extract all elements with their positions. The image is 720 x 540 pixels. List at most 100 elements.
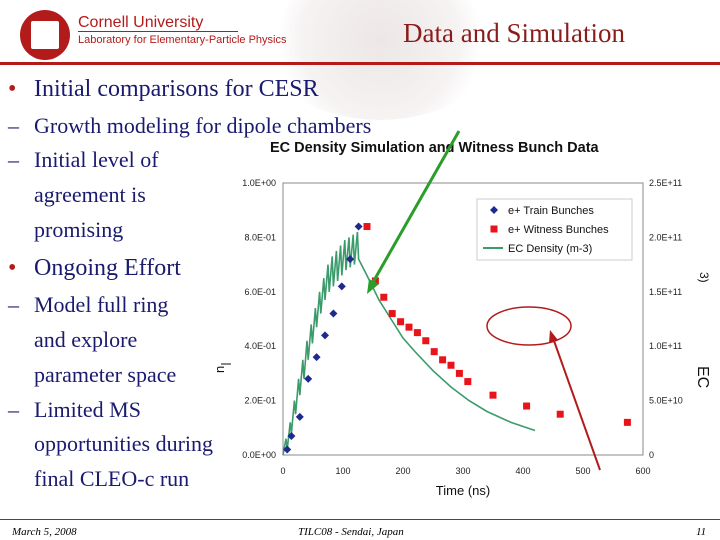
slide-title: Data and Simulation [403, 18, 625, 48]
y2-tick-label: 1.0E+11 [649, 341, 682, 351]
red-arrow-annotation [552, 337, 601, 471]
bullet-1-sub-1: Growth modeling for dipole chambers [34, 113, 372, 138]
witness-point [413, 329, 421, 337]
witness-series [363, 223, 631, 426]
legend-train-label: e+ Train Bunches [508, 205, 594, 217]
witness-point [523, 402, 531, 410]
slide-header: Cornell University Laboratory for Elemen… [0, 0, 720, 120]
y2-tick-label: 0 [649, 450, 654, 460]
footer-venue: TILC08 - Sendai, Japan [298, 526, 404, 538]
page-number: 11 [696, 526, 707, 538]
footer-rule [0, 519, 720, 520]
witness-point [363, 223, 371, 231]
y2-tick-label: 2.5E+11 [649, 178, 682, 188]
witness-point [556, 410, 564, 418]
x-tick-label: 200 [395, 466, 410, 476]
train-point [329, 309, 338, 318]
witness-point [439, 356, 447, 364]
bullet-marker: • [8, 255, 17, 281]
header-divider [0, 62, 720, 65]
y-axis-fragment: n [212, 363, 231, 373]
legend-sim-label: EC Density (m-3) [508, 243, 592, 255]
x-axis-label: Time (ns) [436, 483, 490, 498]
bullet-marker: • [8, 76, 17, 102]
witness-point [371, 277, 379, 285]
train-series [283, 222, 363, 454]
x-tick-label: 400 [515, 466, 530, 476]
dash-marker: – [8, 397, 19, 422]
train-point [304, 374, 313, 383]
witness-point [405, 323, 413, 331]
plot-area [282, 182, 644, 456]
x-tick-label: 0 [280, 466, 285, 476]
y2-axis-fragment-bottom: EC [694, 366, 711, 388]
chart-legend: e+ Train Bunches e+ Witness Bunches EC Den… [476, 198, 633, 261]
bullet-2: Ongoing Effort [34, 255, 181, 281]
footer-date: March 5, 2008 [12, 526, 77, 538]
witness-point [380, 293, 388, 301]
x-tick-label: 300 [455, 466, 470, 476]
witness-point [464, 378, 472, 386]
green-arrow-annotation [370, 130, 461, 285]
y-tick-label: 6.0E-01 [244, 287, 276, 297]
bullet-2-sub-1-line-2: and explore [34, 327, 138, 352]
y2-tick-label: 1.5E+11 [649, 287, 682, 297]
legend-box [476, 198, 633, 261]
y2-axis-ticks: 0 5.0E+10 1.0E+11 1.5E+11 2.0E+11 2.5E+11 [649, 178, 683, 460]
y-tick-label: 8.0E-01 [244, 232, 276, 242]
train-point [287, 431, 296, 440]
y-tick-label: 2.0E-01 [244, 396, 276, 406]
x-tick-label: 600 [635, 466, 650, 476]
witness-point [447, 361, 455, 369]
sim-line [282, 231, 536, 456]
y-tick-label: 4.0E-01 [244, 341, 276, 351]
lab-name: Laboratory for Elementary-Particle Physi… [78, 34, 287, 46]
bullet-2-sub-1-line-3: parameter space [34, 362, 177, 387]
y-axis-ticks: 0.0E+00 2.0E-01 4.0E-01 6.0E-01 8.0E-01 1.0E+… [242, 178, 276, 460]
header-rule [78, 31, 238, 32]
dash-marker: – [8, 147, 19, 172]
y-tick-label: 0.0E+00 [242, 450, 276, 460]
witness-point [623, 418, 631, 426]
train-point [321, 331, 329, 340]
y2-axis-fragment-top: 3) [697, 272, 711, 283]
witness-point [489, 391, 497, 399]
train-point [354, 222, 363, 231]
y-axis-fragment-text: n [212, 366, 227, 373]
bullet-1-sub-2-line-3: promising [34, 217, 124, 242]
train-point [295, 412, 304, 421]
train-point [283, 445, 292, 454]
red-arrow-head [549, 330, 558, 343]
green-arrow-head [367, 279, 379, 294]
y-tick-label: 1.0E+00 [242, 178, 276, 188]
witness-point [388, 310, 396, 318]
chart-title: EC Density Simulation and Witness Bunch … [270, 140, 600, 156]
witness-point [397, 318, 405, 326]
legend-train-marker [490, 206, 498, 214]
dash-marker: – [8, 292, 19, 317]
legend-witness-label: e+ Witness Bunches [508, 224, 609, 236]
y2-axis-fragment: 3) EC [694, 272, 711, 388]
train-point [312, 353, 321, 362]
x-tick-label: 500 [575, 466, 590, 476]
cornell-seal-logo [20, 10, 70, 60]
bullet-2-sub-2-line-1: Limited MS [34, 397, 141, 422]
dash-marker: – [8, 113, 19, 138]
bullet-1-sub-2-line-1: Initial level of [34, 147, 159, 172]
train-point [337, 282, 346, 291]
y2-tick-label: 2.0E+11 [649, 232, 682, 242]
bullet-1: Initial comparisons for CESR [34, 76, 319, 102]
witness-point [455, 369, 463, 377]
sim-series [282, 231, 536, 456]
bullet-2-sub-2-line-3: final CLEO-c run [34, 466, 190, 491]
bullet-2-sub-1-line-1: Model full ring [34, 292, 169, 317]
witness-point [430, 348, 438, 356]
y2-tick-label: 5.0E+10 [649, 396, 683, 406]
bullet-2-sub-2-line-2: opportunities during [34, 431, 214, 456]
x-axis-ticks: 0 100 200 300 400 500 600 [280, 466, 650, 476]
red-circle-annotation [486, 306, 572, 346]
university-name: Cornell University [78, 14, 204, 31]
legend-witness-marker [490, 225, 498, 233]
train-point [346, 255, 355, 264]
x-tick-label: 100 [335, 466, 350, 476]
